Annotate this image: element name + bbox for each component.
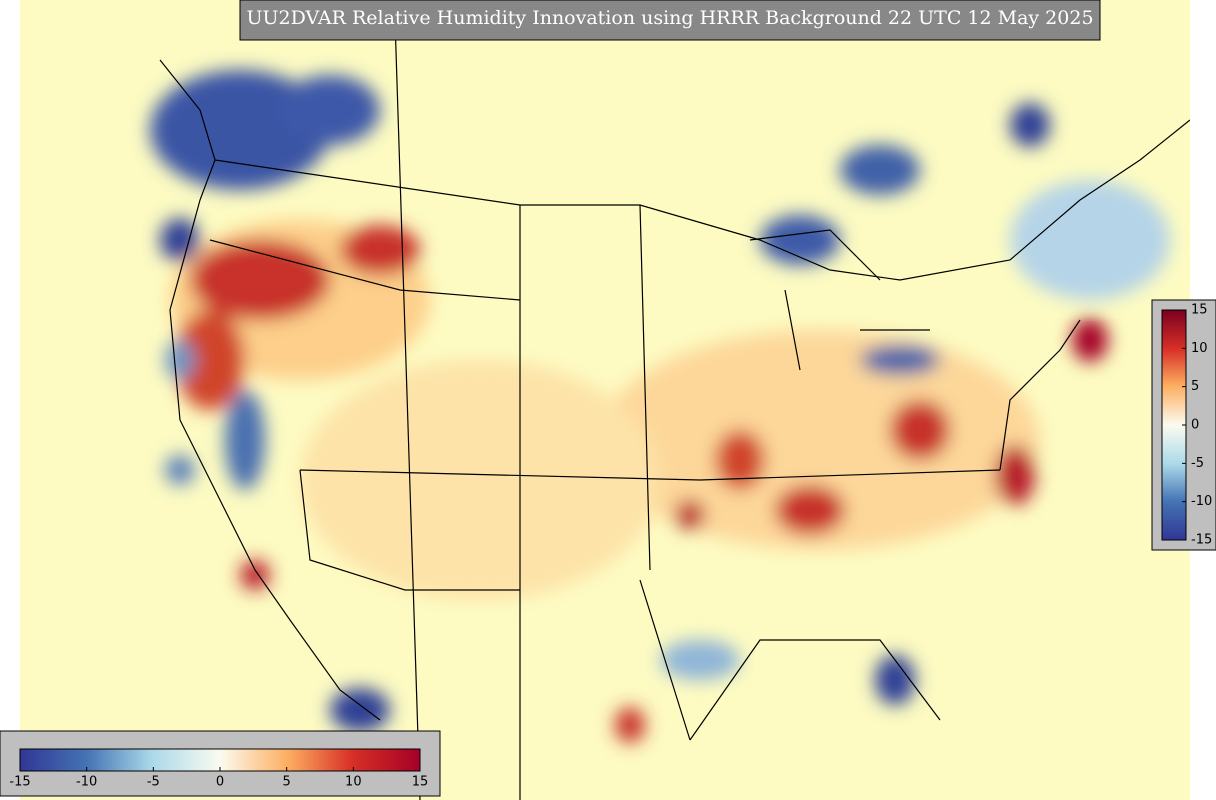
tick-label: 5 bbox=[283, 775, 291, 790]
title-background bbox=[239, 0, 1101, 41]
tick-label: -15 bbox=[9, 775, 30, 790]
tick-label: 15 bbox=[412, 775, 429, 790]
tick-label: -5 bbox=[147, 775, 160, 790]
map bbox=[20, 0, 1190, 800]
map-title: UU2DVAR Relative Humidity Innovation usi… bbox=[246, 7, 1093, 29]
tick-label: 15 bbox=[1191, 303, 1208, 318]
humidity-field bbox=[150, 70, 1170, 743]
tick-label: -10 bbox=[1191, 494, 1212, 509]
tick-label: 0 bbox=[216, 775, 224, 790]
tick-label: 5 bbox=[1191, 379, 1199, 394]
colorbar-horizontal bbox=[0, 730, 441, 797]
boundaries bbox=[159, 19, 1190, 800]
tick-label: 10 bbox=[1191, 341, 1208, 356]
tick-label: -10 bbox=[76, 775, 97, 790]
tick-label: -15 bbox=[1191, 533, 1212, 548]
tick-label: -5 bbox=[1191, 456, 1204, 471]
title-box: UU2DVAR Relative Humidity Innovation usi… bbox=[239, 0, 1101, 41]
tick-label: 0 bbox=[1191, 418, 1199, 433]
tick-label: 10 bbox=[345, 775, 362, 790]
